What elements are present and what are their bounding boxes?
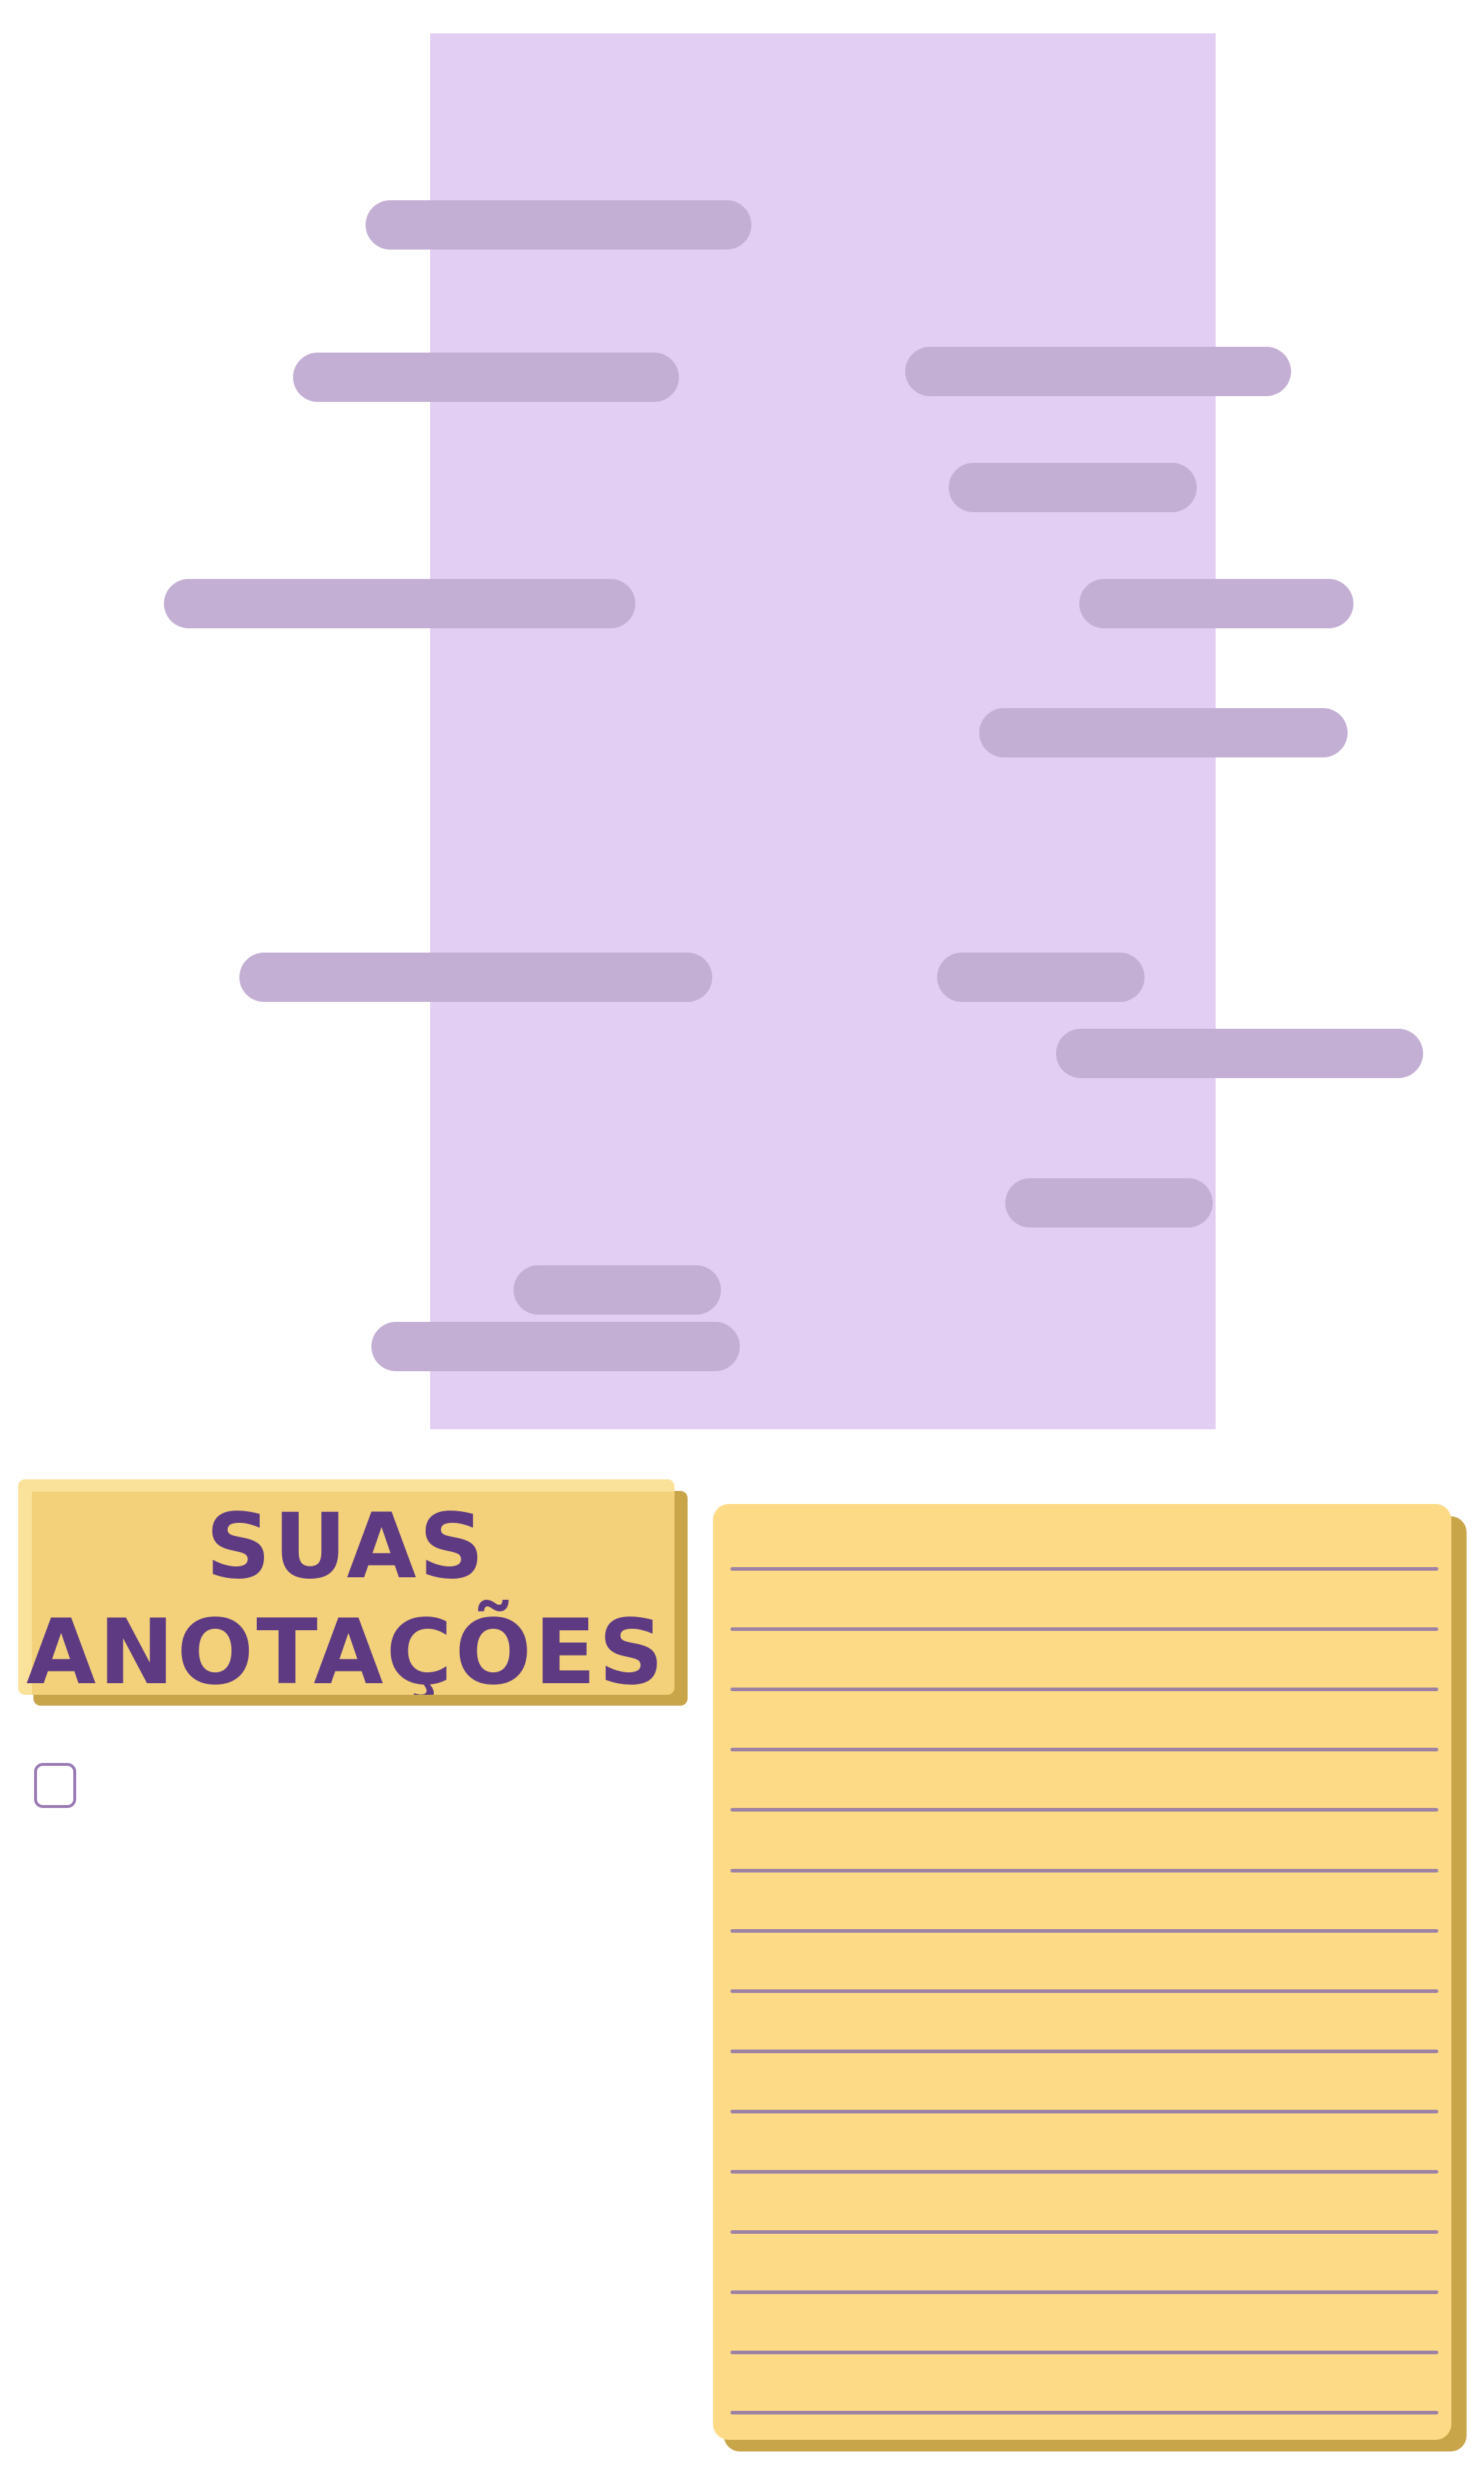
label-bar [371, 1322, 740, 1371]
label-bar [239, 953, 712, 1002]
label-bar [1005, 1178, 1213, 1228]
ruled-line [730, 1869, 1438, 1873]
label-bar [949, 463, 1197, 512]
title-card: SUAS ANOTAÇÕES [18, 1479, 675, 1695]
ruled-line [730, 2290, 1438, 2294]
ruled-line [730, 1567, 1438, 1571]
ruled-line [730, 1989, 1438, 1993]
ruled-line [730, 2050, 1438, 2053]
ruled-line [730, 1808, 1438, 1812]
empty-checkbox-icon[interactable] [34, 1763, 76, 1808]
ruled-line [730, 1929, 1438, 1933]
ruled-line [730, 2411, 1438, 2414]
title-line-1: SUAS [205, 1495, 487, 1599]
label-bar [1079, 579, 1353, 628]
label-bar [979, 708, 1348, 757]
ruled-line [730, 2110, 1438, 2113]
ruled-line [730, 2170, 1438, 2174]
ruled-line [730, 1748, 1438, 1751]
ruled-line [730, 1688, 1438, 1691]
label-bar [164, 579, 635, 628]
label-bar [937, 953, 1145, 1002]
ruled-line [730, 2351, 1438, 2354]
label-bar [514, 1265, 721, 1315]
page-title: SUAS ANOTAÇÕES [18, 1494, 675, 1695]
label-bar [905, 347, 1291, 396]
ruled-line [730, 1627, 1438, 1631]
title-card-highlight [18, 1479, 32, 1695]
ruled-line [730, 2230, 1438, 2234]
notes-paper[interactable] [713, 1504, 1451, 2440]
label-bar [366, 200, 751, 250]
title-card-highlight [18, 1479, 675, 1492]
label-bar [1056, 1029, 1423, 1078]
label-bar [293, 353, 679, 402]
title-line-2: ANOTAÇÕES [26, 1600, 667, 1695]
